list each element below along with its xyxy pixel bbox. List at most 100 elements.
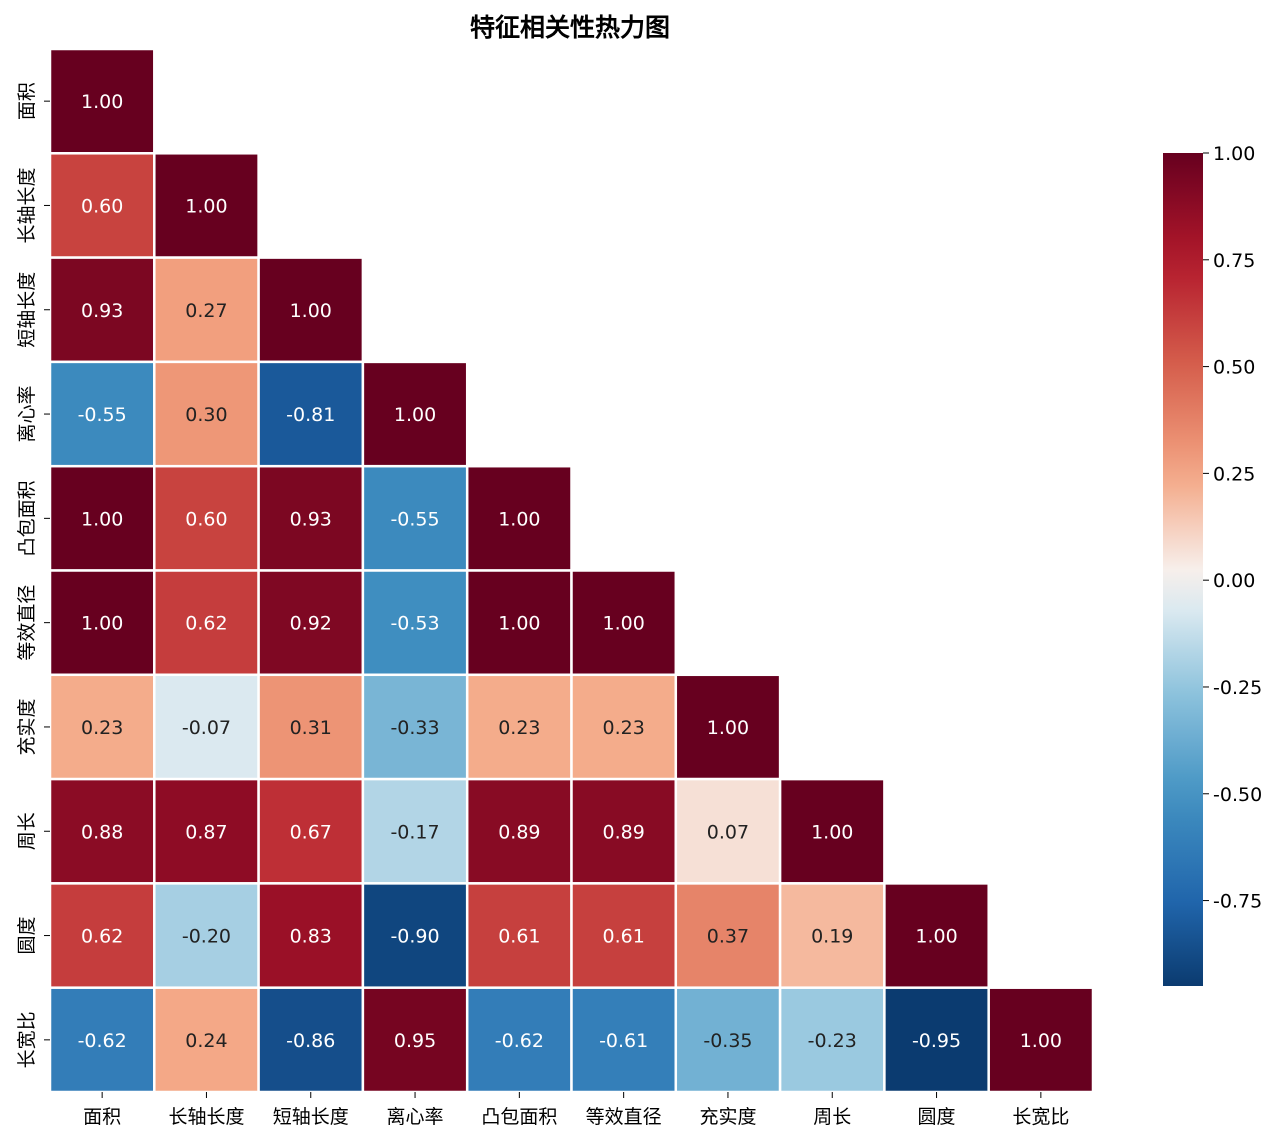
cell-value-label: -0.53 (390, 613, 439, 635)
cell-value-label: 1.00 (394, 404, 436, 426)
x-tick-label: 长轴长度 (168, 1106, 244, 1128)
colorbar-tick-label: -0.75 (1213, 891, 1262, 913)
cell-value-label: -0.55 (390, 508, 439, 530)
cell-value-label: 0.07 (707, 821, 749, 843)
cell-value-label: -0.62 (78, 1030, 127, 1052)
cell-value-label: 0.92 (290, 613, 332, 635)
x-tick-label: 长宽比 (1012, 1106, 1069, 1128)
heatmap-cell (153, 360, 260, 468)
y-tick-label: 等效直径 (16, 585, 38, 661)
cell-value-label: -0.20 (182, 926, 231, 948)
cell-value-label: -0.61 (599, 1030, 648, 1052)
cell-value-label: 0.93 (81, 300, 123, 322)
cell-value-label: 0.62 (185, 613, 227, 635)
cell-value-label: -0.62 (495, 1030, 544, 1052)
cell-value-label: 0.95 (394, 1030, 436, 1052)
colorbar-tick-label: -0.50 (1213, 784, 1262, 806)
heatmap-cell (674, 673, 782, 781)
heatmap-cell (570, 986, 678, 1094)
cell-value-label: 0.30 (185, 404, 227, 426)
x-tick-label: 充实度 (699, 1106, 756, 1128)
cell-value-label: 0.93 (290, 508, 332, 530)
cell-value-label: 0.24 (185, 1030, 227, 1052)
cell-value-label: 0.27 (185, 300, 227, 322)
cell-value-label: -0.86 (286, 1030, 335, 1052)
cell-value-label: -0.17 (390, 821, 439, 843)
cell-value-label: 0.83 (290, 926, 332, 948)
y-tick-label: 圆度 (16, 917, 38, 955)
cell-value-label: 0.23 (602, 717, 644, 739)
heatmap-cell (257, 256, 365, 364)
cell-value-label: 0.87 (185, 821, 227, 843)
cell-value-label: 1.00 (498, 613, 540, 635)
cell-value-label: 0.37 (707, 926, 749, 948)
heatmap-cell (361, 986, 469, 1094)
heatmap-cell (570, 673, 678, 781)
y-tick-label: 离心率 (16, 386, 38, 443)
y-tick-label: 面积 (16, 82, 38, 120)
heatmap-cell (570, 882, 678, 989)
cell-value-label: -0.07 (182, 717, 231, 739)
cell-value-label: -0.55 (78, 404, 127, 426)
heatmap-cell (153, 986, 260, 1094)
heatmap-cell (778, 777, 886, 885)
colorbar-tick-label: 0.25 (1213, 463, 1255, 485)
heatmap-cell (883, 882, 990, 989)
cell-value-label: 1.00 (290, 300, 332, 322)
cell-value-label: 1.00 (811, 821, 853, 843)
cell-value-label: 0.60 (81, 195, 123, 217)
x-tick-label: 凸包面积 (481, 1106, 557, 1128)
cell-value-label: 0.62 (81, 926, 123, 948)
x-tick-label: 周长 (813, 1106, 851, 1128)
cell-value-label: 0.89 (498, 821, 540, 843)
cell-value-label: -0.23 (808, 1030, 857, 1052)
cell-value-label: -0.81 (286, 404, 335, 426)
x-tick-label: 圆度 (918, 1106, 956, 1128)
cell-value-label: 0.89 (602, 821, 644, 843)
chart-title: 特征相关性热力图 (470, 13, 670, 42)
x-axis-labels: 面积 长轴长度 短轴长度 离心率 凸包面积 等效直径 充实度 周长 圆度 长宽比 (83, 1092, 1069, 1128)
y-tick-label: 周长 (16, 812, 38, 850)
heatmap-cell (361, 360, 469, 468)
cell-value-label: 0.19 (811, 926, 853, 948)
cell-value-label: 1.00 (81, 91, 123, 113)
heatmap-cell (778, 986, 886, 1094)
colorbar-gradient (1163, 153, 1203, 986)
heatmap-cell (48, 986, 156, 1094)
x-tick-label: 离心率 (387, 1106, 444, 1128)
x-tick-label: 等效直径 (586, 1106, 662, 1128)
heatmap-cell (153, 673, 260, 781)
heatmap-cell (48, 673, 156, 781)
cell-value-label: 0.88 (81, 821, 123, 843)
heatmap-cell (987, 986, 1095, 1094)
cell-value-label: -0.33 (390, 717, 439, 739)
cell-value-label: 0.23 (498, 717, 540, 739)
colorbar-tick-label: 0.75 (1213, 250, 1255, 272)
heatmap-cell (674, 882, 782, 989)
heatmap-cell (48, 152, 156, 259)
heatmap-cell (153, 464, 260, 572)
heatmap-cell (361, 882, 469, 989)
heatmap-cell (361, 569, 469, 677)
colorbar-tick-label: 0.50 (1213, 357, 1255, 379)
y-tick-label: 长轴长度 (16, 167, 38, 243)
heatmap-cell (465, 569, 573, 677)
cell-value-label: 1.00 (185, 195, 227, 217)
y-tick-label: 长宽比 (16, 1011, 38, 1068)
heatmap-cell (257, 777, 365, 885)
y-tick-label: 短轴长度 (16, 272, 38, 348)
heatmap-cell (361, 464, 469, 572)
cell-value-label: -0.95 (912, 1030, 961, 1052)
colorbar: 1.00 0.75 0.50 0.25 0.00 -0.25 -0.50 -0.75 (1163, 143, 1262, 986)
heatmap-cell (257, 986, 365, 1094)
y-tick-label: 凸包面积 (16, 480, 38, 556)
cell-value-label: 0.61 (602, 926, 644, 948)
heatmap-cells: 1.00 0.60 1.00 0.93 0.27 1.00 -0.55 0.30 -0.81 1.… (48, 47, 1095, 1094)
cell-value-label: 1.00 (707, 717, 749, 739)
heatmap-cell (48, 777, 156, 885)
heatmap-cell (153, 569, 260, 677)
cell-value-label: 0.60 (185, 508, 227, 530)
colorbar-tick-label: 1.00 (1213, 143, 1255, 165)
